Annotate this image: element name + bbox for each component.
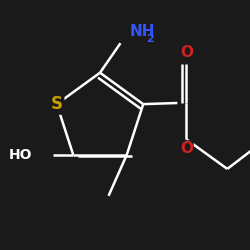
Text: O: O — [180, 46, 193, 60]
Text: NH: NH — [130, 24, 155, 39]
Text: S: S — [51, 95, 63, 113]
Text: HO: HO — [9, 148, 32, 162]
Text: O: O — [180, 141, 193, 156]
Text: 2: 2 — [146, 34, 154, 44]
